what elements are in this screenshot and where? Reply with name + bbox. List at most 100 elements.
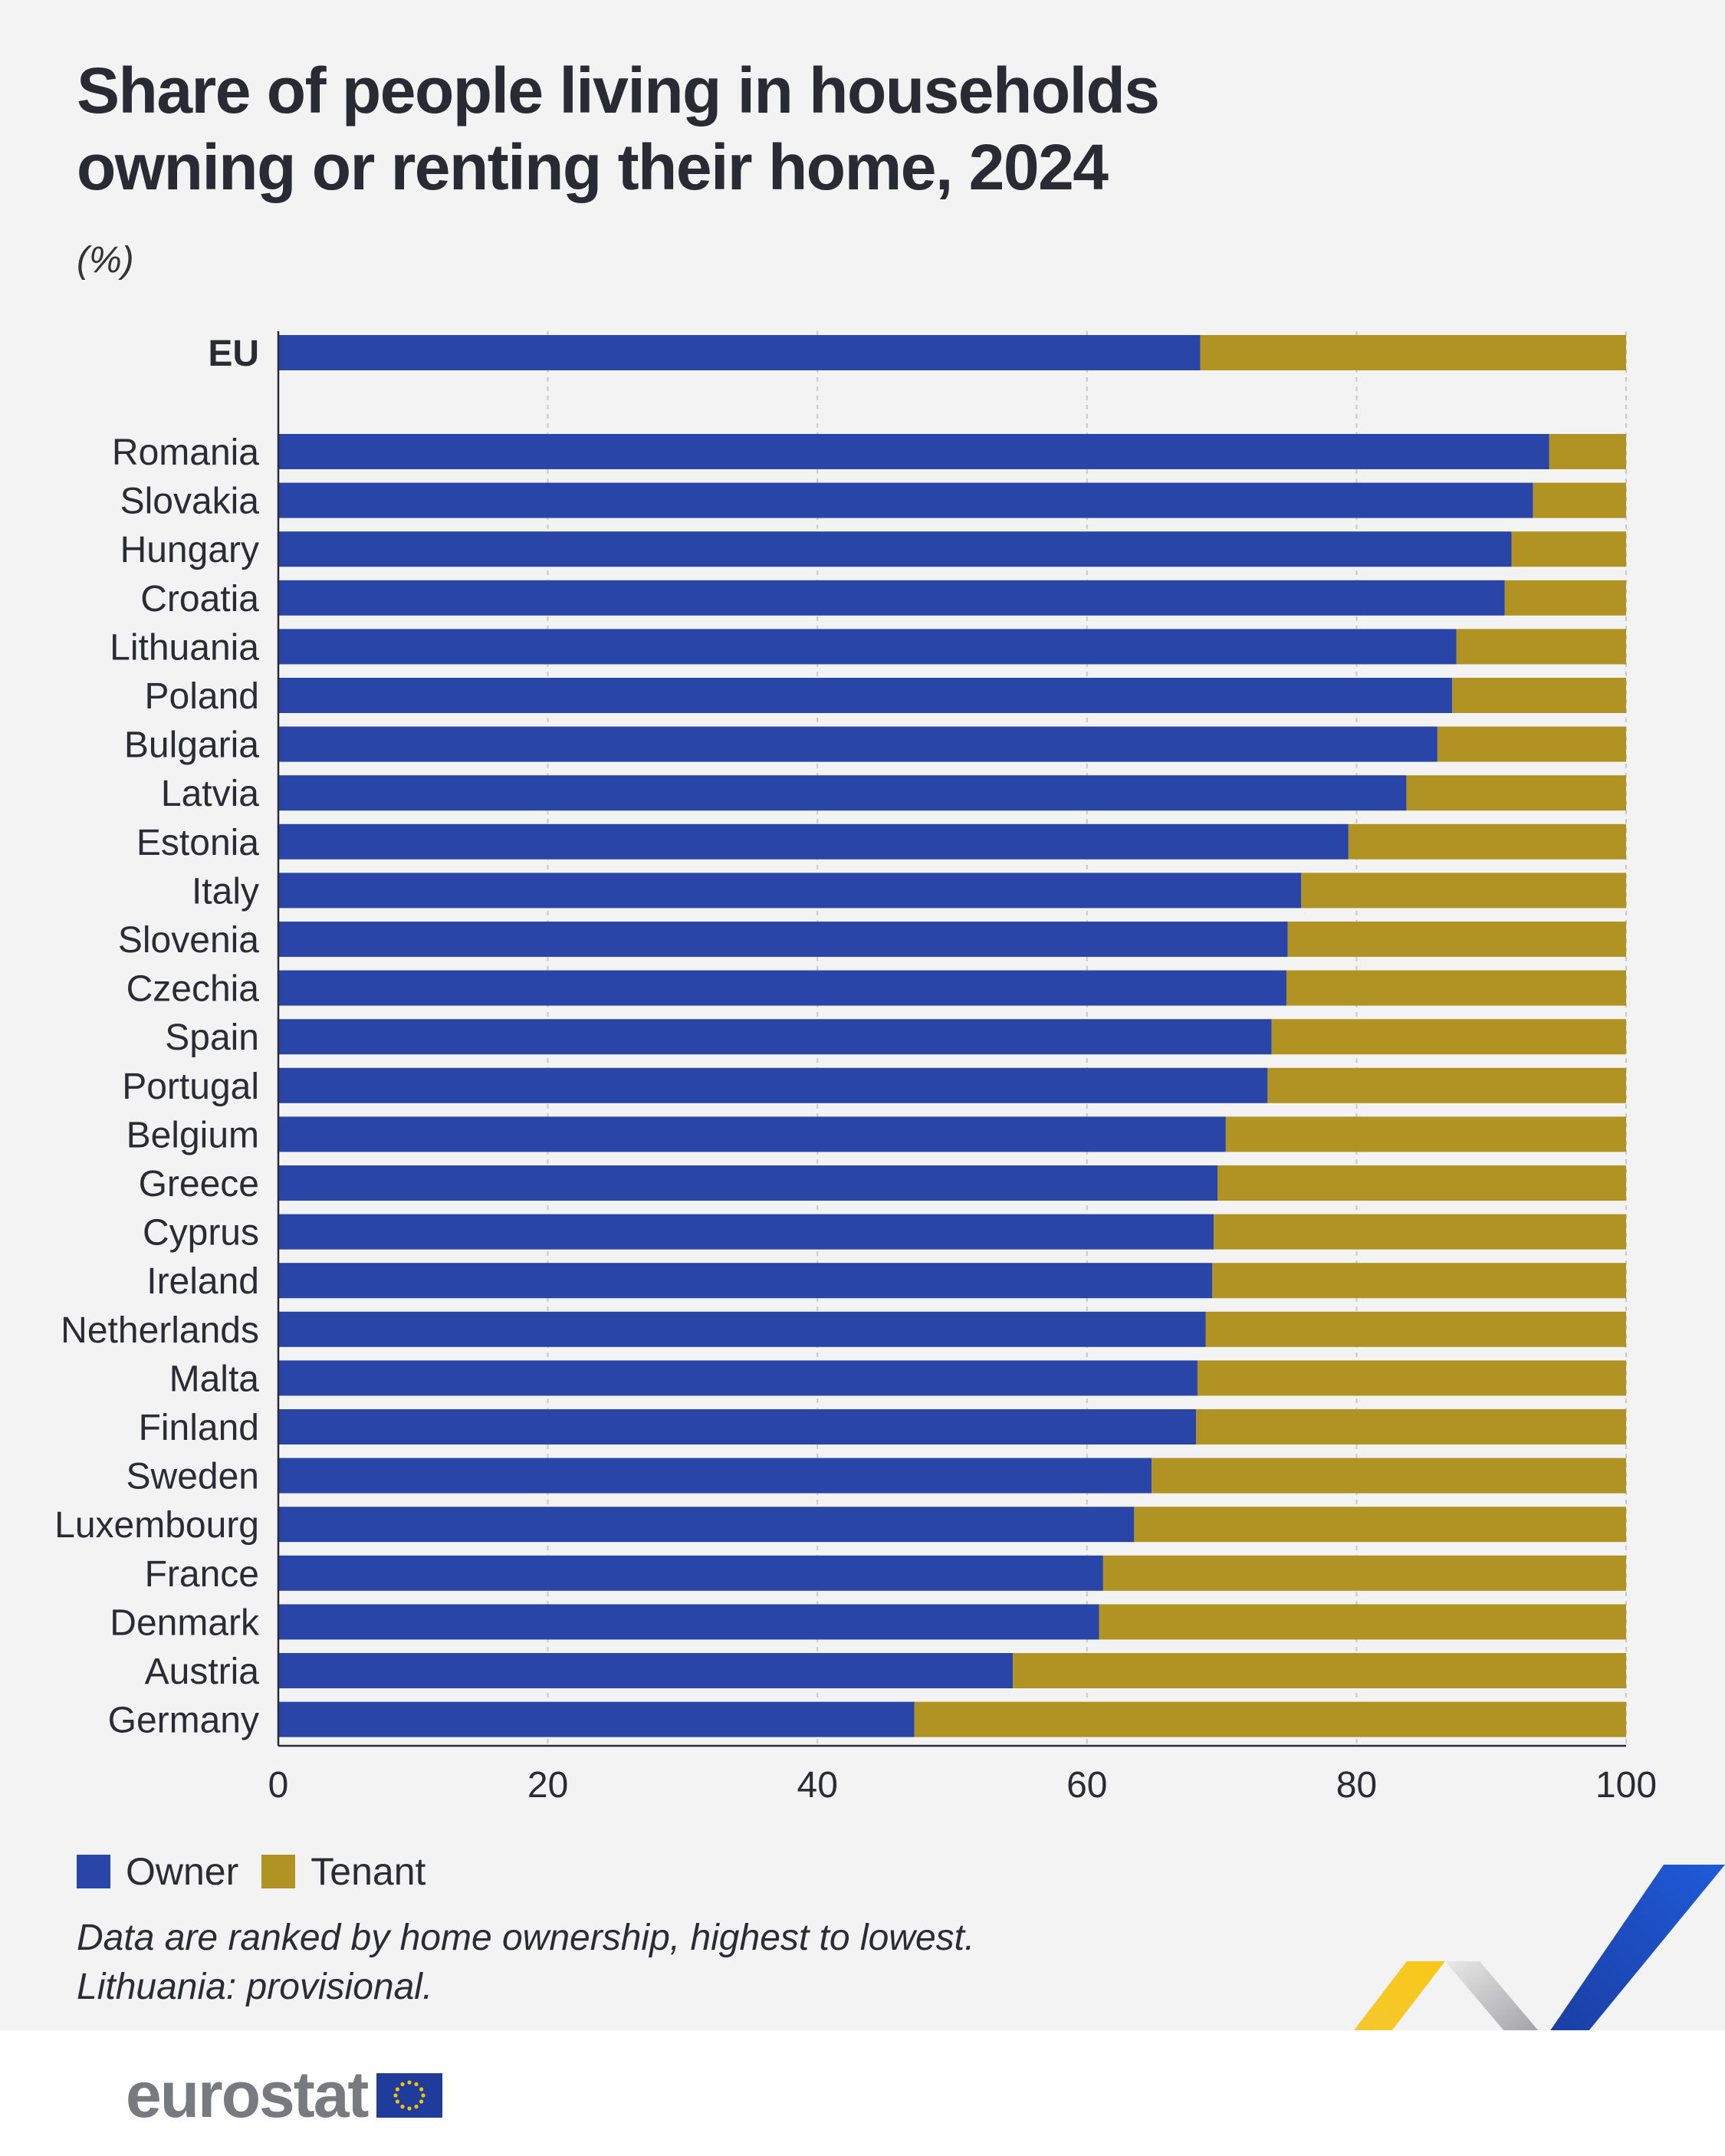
bar-chart: EU Romania Slovakia Hungary Croatia Lithuania…: [54, 331, 1657, 1806]
bar-owner-netherlands: [278, 1311, 1206, 1347]
x-tick-label-40: 40: [797, 1765, 838, 1806]
x-tick-label-20: 20: [527, 1765, 568, 1806]
bar-tenant-hungary: [1511, 531, 1626, 567]
category-label-croatia: Croatia: [140, 579, 259, 620]
bar-tenant-slovakia: [1533, 482, 1626, 518]
category-label-spain: Spain: [165, 1017, 259, 1058]
x-tick-label-80: 80: [1336, 1765, 1377, 1806]
category-label-slovenia: Slovenia: [118, 920, 259, 961]
bar-owner-denmark: [278, 1604, 1099, 1640]
logo-text: eurostat: [126, 2059, 369, 2131]
legend-swatch-tenant: [261, 1855, 296, 1888]
ribbon-blue: [1530, 1865, 1725, 2061]
bar-owner-latvia: [278, 775, 1407, 811]
bar-owner-poland: [278, 678, 1453, 713]
category-label-belgium: Belgium: [127, 1115, 259, 1155]
bar-tenant-france: [1102, 1555, 1626, 1591]
bar-tenant-luxembourg: [1134, 1507, 1626, 1543]
bar-tenant-malta: [1197, 1360, 1626, 1396]
legend-label-tenant: Tenant: [310, 1850, 426, 1893]
category-label-france: France: [145, 1554, 259, 1595]
bar-owner-hungary: [278, 531, 1512, 567]
footnotes: Data are ranked by home ownership, highe…: [77, 1914, 974, 2012]
bar-owner-france: [278, 1555, 1103, 1591]
bar-tenant-sweden: [1152, 1458, 1626, 1494]
bar-owner-slovakia: [278, 482, 1533, 518]
bar-owner-germany: [278, 1701, 915, 1737]
category-label-estonia: Estonia: [136, 823, 259, 863]
bar-owner-eu: [278, 335, 1201, 370]
category-label-italy: Italy: [192, 871, 259, 912]
bar-tenant-netherlands: [1205, 1311, 1626, 1347]
category-label-poland: Poland: [145, 676, 259, 717]
category-label-sweden: Sweden: [127, 1457, 259, 1497]
category-label-denmark: Denmark: [110, 1602, 260, 1643]
category-label-slovakia: Slovakia: [120, 481, 260, 522]
bar-owner-portugal: [278, 1067, 1268, 1103]
category-label-romania: Romania: [112, 432, 259, 473]
bar-tenant-belgium: [1225, 1116, 1626, 1152]
category-label-netherlands: Netherlands: [61, 1310, 259, 1351]
bar-owner-italy: [278, 873, 1302, 909]
bar-tenant-poland: [1452, 678, 1626, 713]
bar-owner-romania: [278, 434, 1549, 469]
bar-tenant-latvia: [1406, 775, 1626, 811]
eu-flag-icon: [376, 2072, 443, 2118]
chart-title: Share of people living in households own…: [77, 54, 1160, 203]
x-tick-label-100: 100: [1595, 1765, 1657, 1806]
legend: Owner Tenant: [77, 1849, 449, 1894]
bar-tenant-germany: [914, 1701, 1626, 1737]
bar-tenant-romania: [1549, 434, 1626, 469]
bar-owner-czechia: [278, 970, 1286, 1006]
bar-owner-ireland: [278, 1263, 1213, 1299]
category-label-czechia: Czechia: [127, 969, 260, 1010]
bar-tenant-greece: [1217, 1165, 1626, 1201]
bar-owner-austria: [278, 1653, 1014, 1688]
bar-owner-bulgaria: [278, 726, 1438, 762]
bar-tenant-croatia: [1504, 580, 1626, 616]
bar-owner-sweden: [278, 1458, 1152, 1494]
bar-owner-malta: [278, 1360, 1198, 1396]
category-label-greece: Greece: [139, 1164, 259, 1205]
category-label-hungary: Hungary: [120, 530, 259, 570]
bar-tenant-denmark: [1099, 1604, 1626, 1640]
bar-owner-belgium: [278, 1116, 1226, 1152]
category-label-germany: Germany: [108, 1701, 259, 1741]
category-label-latvia: Latvia: [161, 774, 259, 814]
bar-owner-estonia: [278, 823, 1349, 859]
bar-tenant-czechia: [1286, 970, 1626, 1006]
bar-owner-slovenia: [278, 922, 1288, 957]
bar-tenant-austria: [1013, 1653, 1626, 1688]
category-label-cyprus: Cyprus: [143, 1213, 259, 1254]
bar-owner-greece: [278, 1165, 1218, 1201]
bar-owner-luxembourg: [278, 1507, 1135, 1543]
category-label-malta: Malta: [169, 1359, 260, 1399]
category-label-austria: Austria: [145, 1652, 260, 1692]
eurostat-logo: eurostat: [126, 2058, 443, 2132]
bar-tenant-italy: [1301, 873, 1626, 909]
bar-tenant-finland: [1196, 1409, 1626, 1444]
category-label-luxembourg: Luxembourg: [54, 1505, 259, 1546]
legend-item-owner: Owner: [77, 1849, 238, 1894]
footnote-lithuania: Lithuania: provisional.: [77, 1967, 433, 2007]
footer-band: [0, 2030, 1725, 2156]
bar-owner-finland: [278, 1409, 1197, 1444]
bar-tenant-estonia: [1348, 823, 1626, 859]
legend-swatch-owner: [77, 1855, 110, 1888]
category-label-eu: EU: [208, 334, 259, 374]
category-label-finland: Finland: [139, 1408, 259, 1448]
category-label-bulgaria: Bulgaria: [124, 725, 259, 766]
footnote-ranking: Data are ranked by home ownership, highe…: [77, 1918, 975, 1958]
unit-label: (%): [77, 240, 134, 281]
bar-owner-spain: [278, 1019, 1272, 1055]
category-label-lithuania: Lithuania: [110, 627, 259, 668]
bar-tenant-bulgaria: [1437, 726, 1626, 762]
bar-owner-lithuania: [278, 629, 1457, 665]
bar-tenant-cyprus: [1214, 1214, 1626, 1250]
legend-item-tenant: Tenant: [261, 1849, 426, 1894]
bar-tenant-eu: [1200, 335, 1626, 370]
legend-label-owner: Owner: [126, 1850, 239, 1893]
bar-owner-croatia: [278, 580, 1505, 616]
x-tick-label-60: 60: [1066, 1765, 1107, 1806]
category-label-ireland: Ireland: [146, 1261, 259, 1302]
